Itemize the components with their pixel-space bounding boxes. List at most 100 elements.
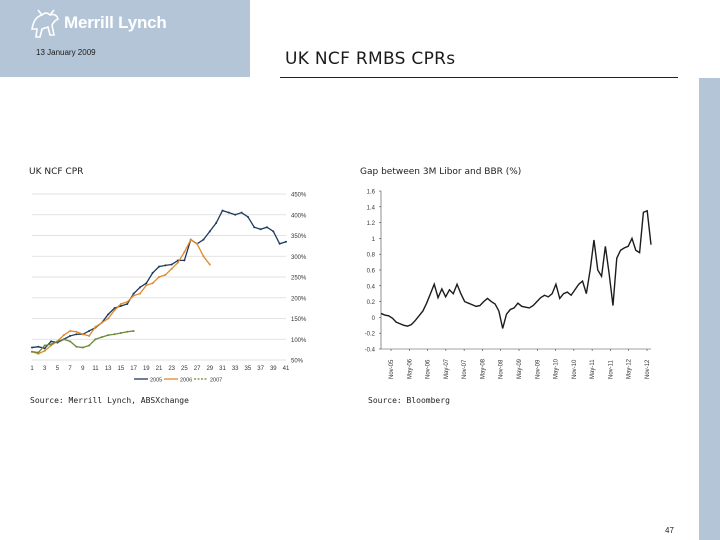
right-source-note: Source: Bloomberg <box>368 396 450 405</box>
data-point <box>183 259 186 262</box>
data-point <box>69 340 72 343</box>
libor-gap-chart: 1.6 1.4 1.2 1 0.8 0.6 0.4 0.2 0 -0.2 -0.4 Nov-05 May… <box>365 190 652 379</box>
data-point <box>94 338 97 341</box>
y-tick-label: 150% <box>291 317 307 323</box>
side-accent-bar <box>699 78 720 540</box>
y-tick-label: 0.8 <box>367 253 376 259</box>
data-point <box>259 228 262 231</box>
data-point <box>31 346 33 349</box>
y-tick-label: 0.4 <box>367 284 376 290</box>
data-point <box>177 261 180 264</box>
data-point <box>234 213 237 216</box>
data-point <box>69 329 72 332</box>
data-point <box>56 340 59 343</box>
data-point <box>119 302 122 305</box>
data-point <box>158 276 160 278</box>
x-tick-label: Nov-10 <box>572 359 578 379</box>
right-chart-heading: Gap between 3M Libor and BBR (%) <box>360 167 522 177</box>
y-tick-label: 250% <box>291 276 307 282</box>
y-tick-label: 1.6 <box>367 190 376 196</box>
x-tick-label: 15 <box>118 366 125 372</box>
left-chart-heading: UK NCF CPR <box>29 167 84 177</box>
deck-date: 13 January 2009 <box>36 48 96 57</box>
data-point <box>43 347 46 350</box>
x-tick-label: May-10 <box>554 358 560 379</box>
data-point <box>132 294 135 297</box>
data-point <box>31 350 33 353</box>
data-point <box>119 305 122 308</box>
data-point <box>43 344 46 347</box>
data-point <box>75 330 78 333</box>
x-tick-label: 35 <box>245 366 252 372</box>
data-point <box>138 286 141 289</box>
legend-label: 2005 <box>150 378 162 384</box>
y-tick-label: 0.6 <box>367 269 376 275</box>
x-tick-label: 41 <box>283 366 290 372</box>
x-tick-label: 39 <box>270 366 277 372</box>
x-tick-label: 13 <box>105 366 112 372</box>
legend-label: 2007 <box>210 378 222 384</box>
data-point <box>265 226 268 229</box>
series-line-2005 <box>31 209 287 350</box>
title-divider <box>280 77 678 78</box>
data-point <box>221 209 224 212</box>
data-point <box>75 333 78 336</box>
y-tick-label: 400% <box>291 213 307 219</box>
data-point <box>69 334 72 337</box>
x-tick-label: Nov-09 <box>535 359 541 379</box>
data-point <box>126 330 129 333</box>
x-tick-label: Nov-06 <box>426 359 432 379</box>
data-point <box>100 336 103 339</box>
data-point <box>62 334 65 337</box>
y-tick-label: 450% <box>291 193 307 199</box>
y-tick-label: -0.2 <box>365 332 376 338</box>
data-point <box>196 242 199 245</box>
data-point <box>107 313 110 316</box>
data-point <box>164 273 167 276</box>
x-tick-label: May-11 <box>590 359 596 379</box>
data-point <box>208 230 211 233</box>
x-tick-label: May-12 <box>627 358 633 379</box>
data-point <box>202 255 205 258</box>
data-point <box>132 292 135 295</box>
x-tick-label: 37 <box>257 366 264 372</box>
data-point <box>88 344 91 347</box>
x-tick-label: Nov-12 <box>645 359 651 379</box>
data-point <box>145 284 148 287</box>
data-point <box>253 226 256 229</box>
data-point <box>227 211 230 214</box>
y-tick-label: 100% <box>291 338 307 344</box>
data-point <box>208 263 211 266</box>
data-point <box>113 309 116 312</box>
x-tick-label: May-07 <box>444 358 450 379</box>
bull-logo-icon <box>31 9 59 38</box>
data-point <box>132 329 135 332</box>
x-tick-label: 33 <box>232 366 239 372</box>
y-tick-label: -0.4 <box>365 348 376 354</box>
data-point <box>107 334 110 337</box>
x-tick-label: 3 <box>43 366 47 372</box>
data-point <box>113 333 116 336</box>
data-point <box>126 302 129 305</box>
x-tick-label: 1 <box>30 366 34 372</box>
data-point <box>88 329 91 332</box>
data-point <box>81 346 84 349</box>
y-tick-label: 0 <box>372 316 376 322</box>
data-point <box>151 282 154 285</box>
data-point <box>145 282 148 285</box>
data-point <box>164 264 167 267</box>
legend-label: 2006 <box>180 378 192 384</box>
y-tick-label: 350% <box>291 234 307 240</box>
x-tick-label: May-08 <box>480 358 486 379</box>
x-tick-label: 25 <box>181 366 188 372</box>
data-point <box>37 351 40 354</box>
brand-name: Merrill Lynch <box>64 13 167 32</box>
data-point <box>202 238 205 241</box>
data-point <box>81 333 84 336</box>
x-tick-label: 5 <box>56 366 60 372</box>
x-tick-label: 9 <box>81 366 85 372</box>
x-tick-label: May-09 <box>517 358 523 379</box>
data-point <box>170 263 173 266</box>
x-tick-label: Nov-05 <box>389 359 395 379</box>
brand-panel: Merrill Lynch 13 January 2009 <box>0 0 250 77</box>
